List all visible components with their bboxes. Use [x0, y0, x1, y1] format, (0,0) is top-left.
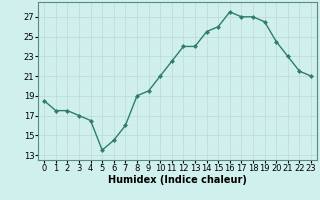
- X-axis label: Humidex (Indice chaleur): Humidex (Indice chaleur): [108, 175, 247, 185]
